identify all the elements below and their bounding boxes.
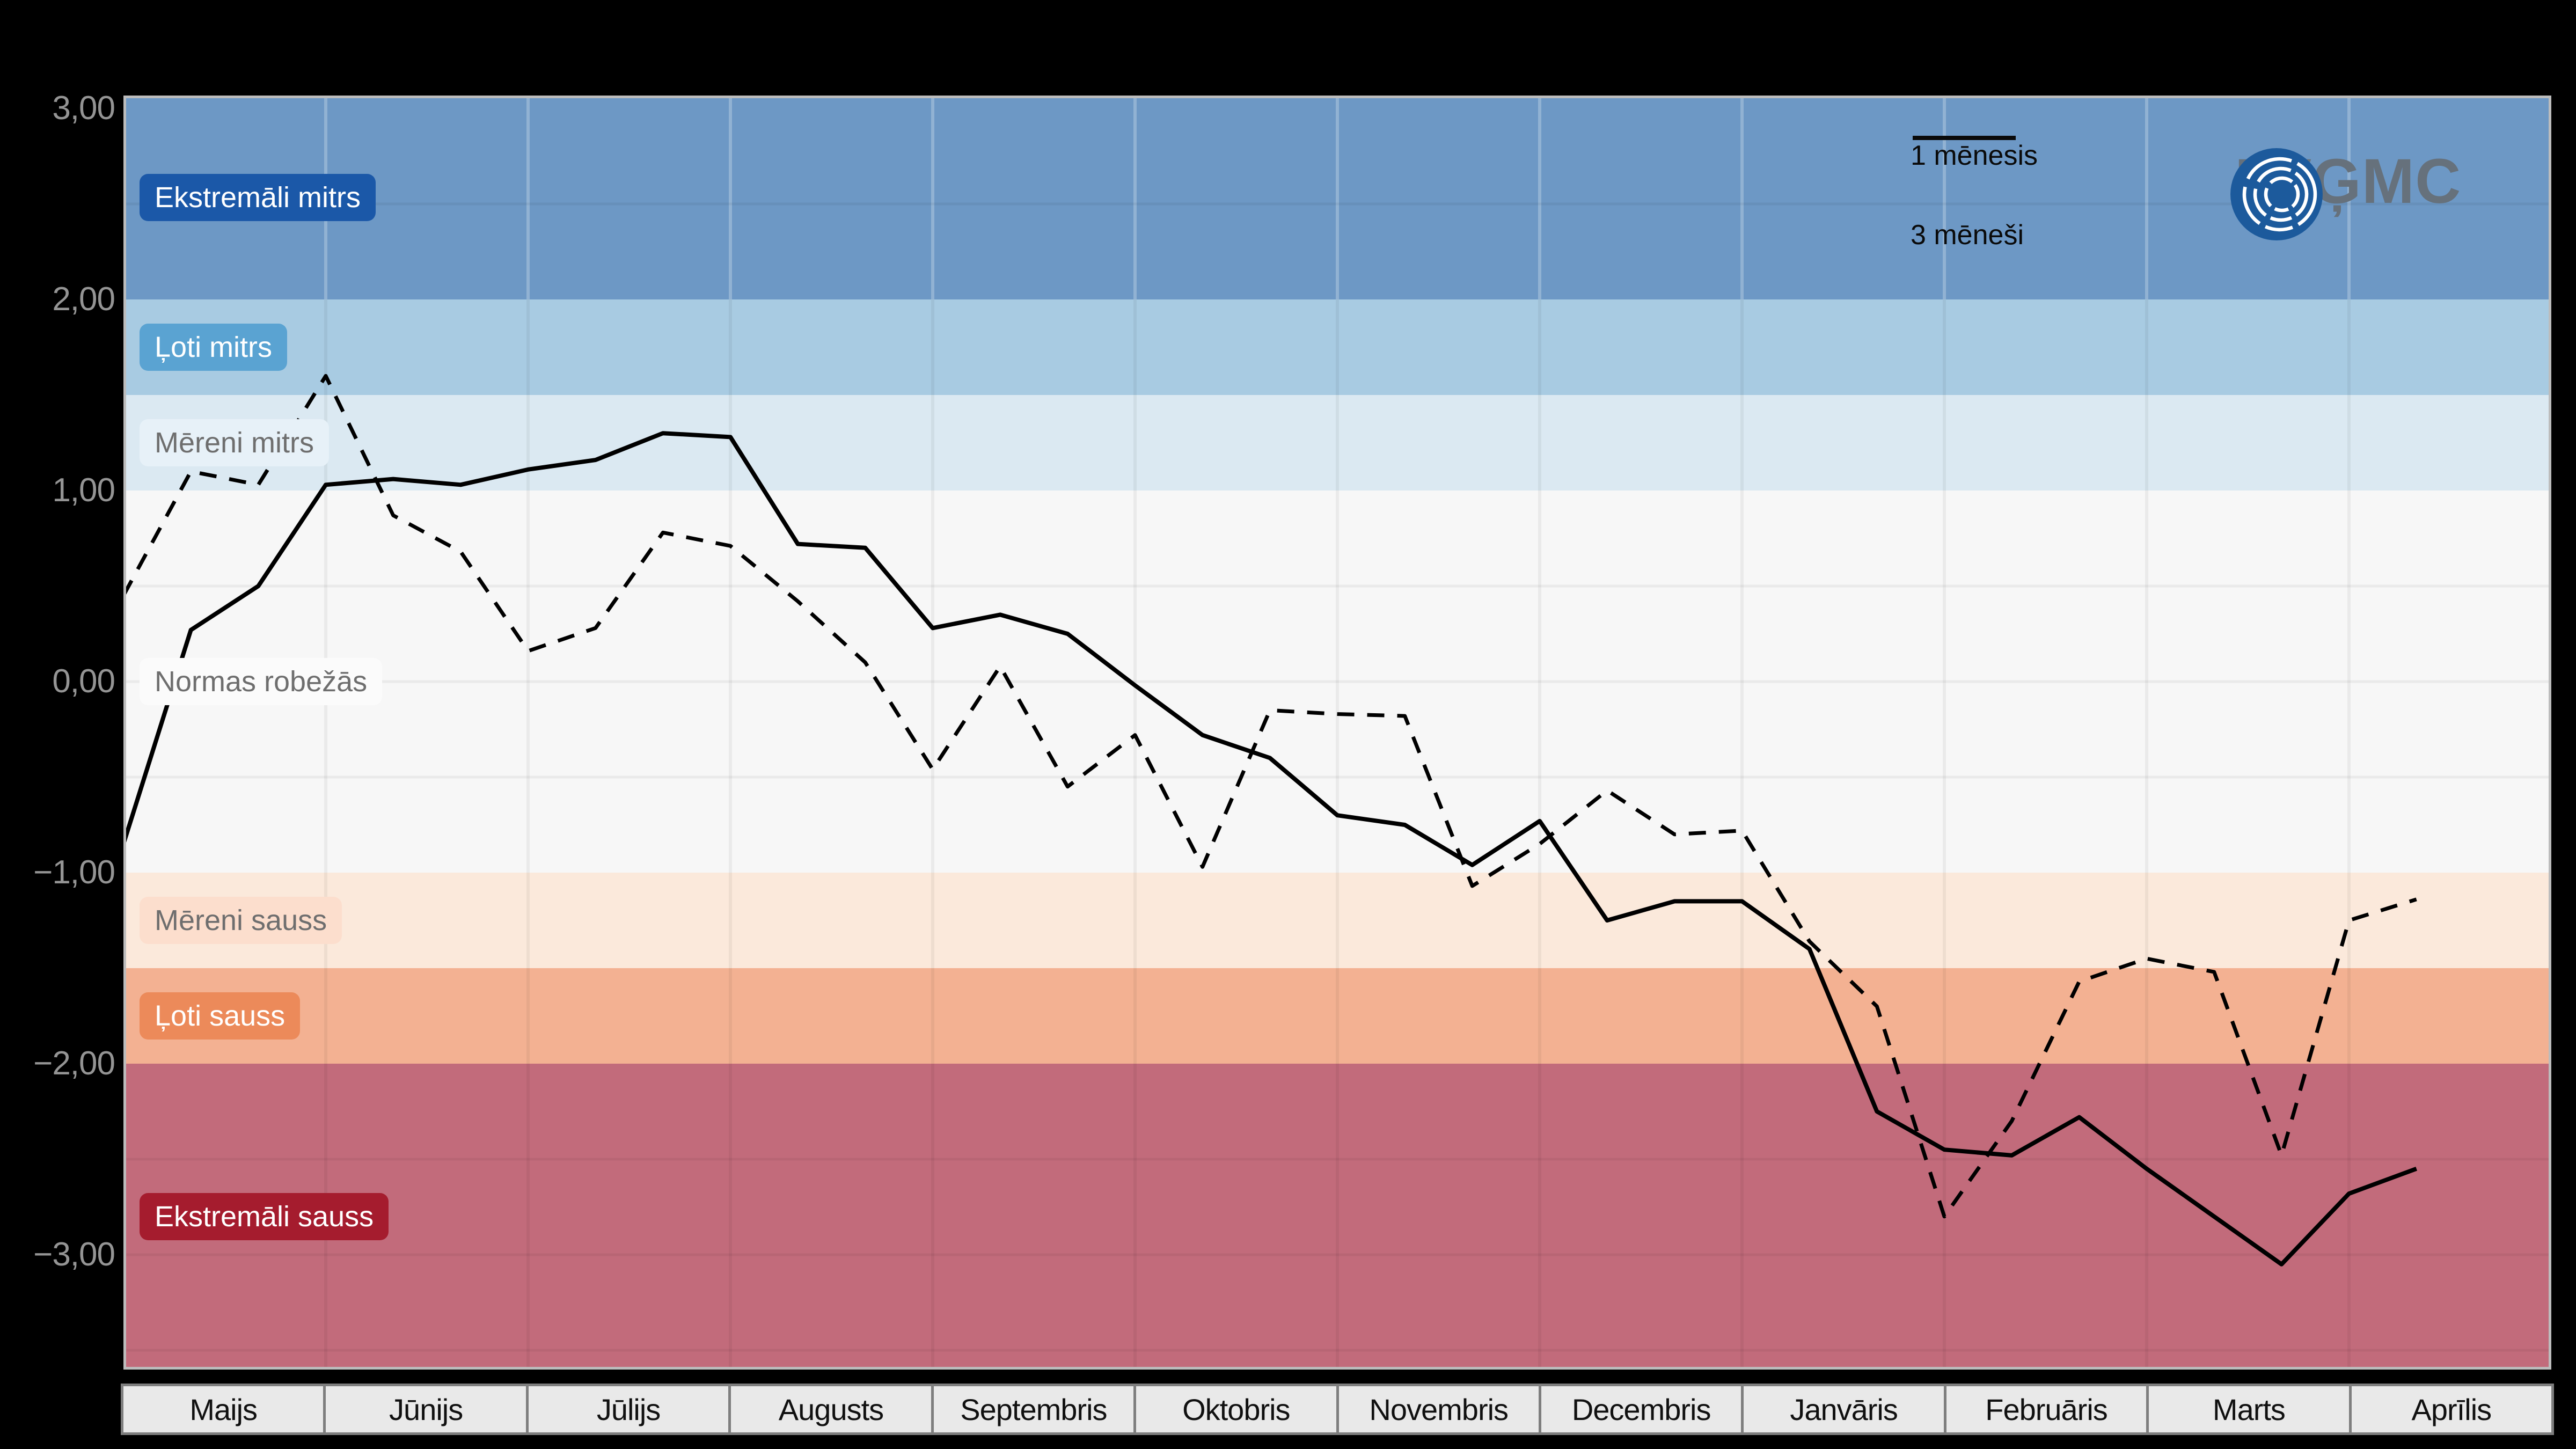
band-normas-robe-s — [123, 491, 2551, 873]
band-label-chip: Normas robežās — [140, 658, 383, 705]
y-tick-label: 1,00 — [52, 472, 115, 509]
x-axis-month-bar: Maijs Jūnijs Jūlijs Augusts Septembris Oktobr… — [121, 1384, 2554, 1435]
month-cell-oktobris: Oktobris — [1133, 1386, 1336, 1432]
month-cell-jūlijs: Jūlijs — [525, 1386, 728, 1432]
month-cell-novembris: Novembris — [1336, 1386, 1539, 1432]
month-cell-februāris: Februāris — [1943, 1386, 2146, 1432]
legend-label: 1 mēnesis — [1911, 140, 2038, 171]
band-label-chip: Mēreni sauss — [140, 897, 342, 944]
band-ekstrem-li-sauss — [123, 1064, 2551, 1370]
month-cell-augusts: Augusts — [728, 1386, 931, 1432]
chart-plot-svg — [123, 96, 2551, 1370]
legend-item-3-menesi: 3 mēneši — [1911, 136, 2038, 257]
band--oti-sauss — [123, 968, 2551, 1064]
month-cell-septembris: Septembris — [931, 1386, 1133, 1432]
series-line-1-menesis — [123, 374, 2417, 1219]
band--oti-mitrs — [123, 299, 2551, 395]
y-tick-label: 2,00 — [52, 281, 115, 318]
month-cell-jūnijs: Jūnijs — [323, 1386, 525, 1432]
band-m-reni-sauss — [123, 873, 2551, 968]
lvgmc-logo: LVĢMC — [2227, 145, 2461, 240]
month-cell-janvāris: Janvāris — [1741, 1386, 1943, 1432]
y-tick-label: 3,00 — [52, 90, 115, 127]
band-label-chip: Ekstremāli mitrs — [140, 173, 376, 221]
band-label-chip: Ļoti mitrs — [140, 324, 288, 371]
plot-area: Ekstremāli mitrs Ļoti mitrs Mēreni mitrs No… — [123, 96, 2551, 1370]
band-m-reni-mitrs — [123, 395, 2551, 491]
legend: 1 mēnesis 3 mēneši — [1911, 134, 2038, 293]
month-cell-marts: Marts — [2146, 1386, 2348, 1432]
y-tick-label: −2,00 — [33, 1045, 115, 1082]
series-line-3-menesi — [123, 431, 2418, 1267]
plot-border — [123, 96, 2551, 1370]
y-tick-label: −3,00 — [33, 1236, 115, 1273]
lvgmc-logo-globe-icon — [2230, 148, 2323, 240]
month-cell-decembris: Decembris — [1538, 1386, 1741, 1432]
band-label-chip: Ekstremāli sauss — [140, 1192, 389, 1240]
band-label-chip: Ļoti sauss — [140, 992, 301, 1040]
month-cell-aprīlis: Aprīlis — [2348, 1386, 2551, 1432]
legend-label: 3 mēneši — [1911, 219, 2024, 251]
y-tick-label: 0,00 — [52, 663, 115, 700]
y-tick-label: −1,00 — [33, 854, 115, 891]
band-ekstrem-li-mitrs — [123, 96, 2551, 299]
month-cell-maijs: Maijs — [189, 1392, 258, 1426]
band-label-chip: Mēreni mitrs — [140, 419, 330, 466]
solid-line-sample-icon — [1913, 136, 2016, 140]
